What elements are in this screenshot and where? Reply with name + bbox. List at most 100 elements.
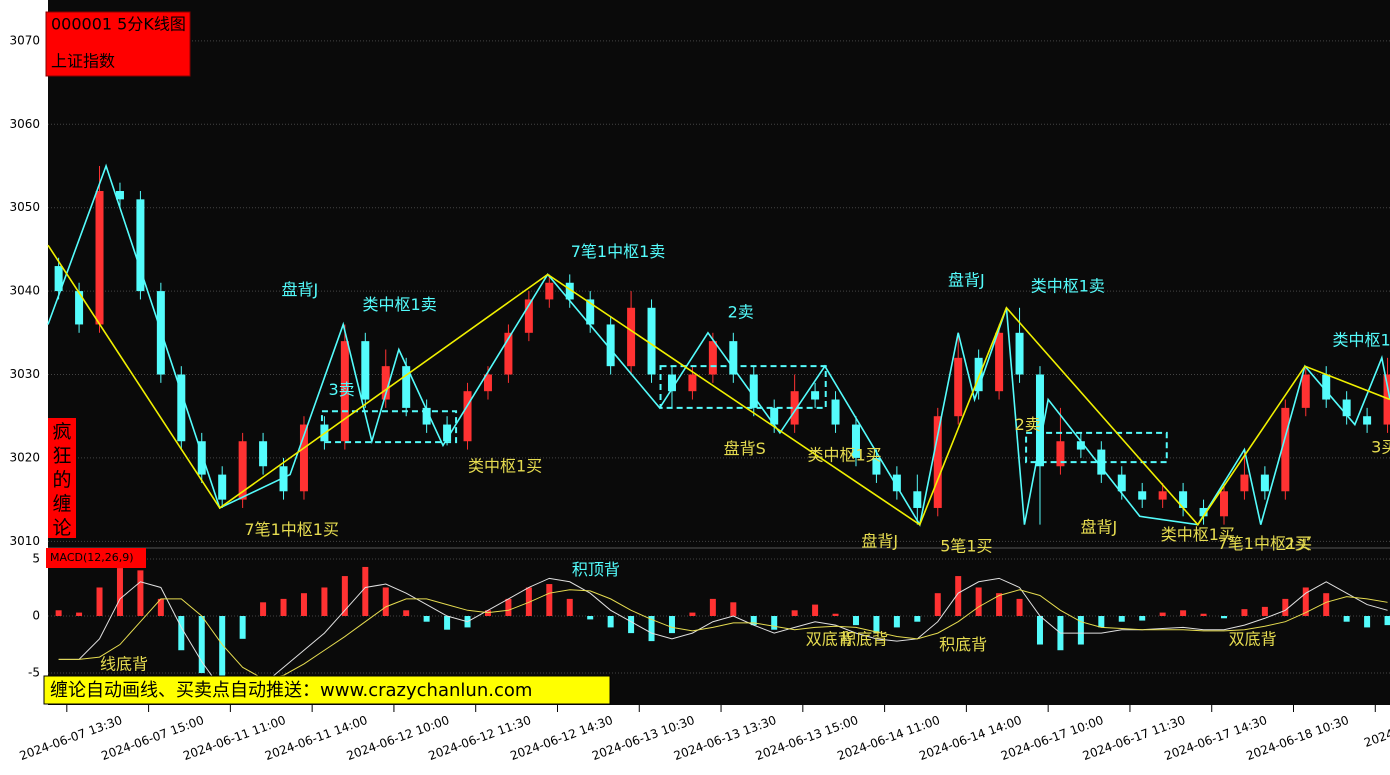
candle-body (197, 441, 206, 475)
macd-bar (893, 616, 900, 628)
candle-body (851, 424, 860, 458)
candle-body (1199, 507, 1208, 517)
candle-body (218, 474, 227, 500)
macd-bar (1139, 616, 1146, 621)
candle-body (627, 307, 636, 367)
annotation: 双底背 (806, 629, 854, 648)
annotation: 5笔1买 (940, 537, 992, 556)
candle-body (1260, 474, 1269, 492)
pivot-box (320, 410, 458, 444)
candle-body (545, 282, 554, 300)
macd-bar (96, 587, 103, 617)
macd-bar (975, 587, 982, 617)
candle-body (790, 391, 799, 425)
header-title: 000001 5分K线图 (51, 15, 186, 34)
candle-body (606, 324, 615, 367)
macd-bar (198, 616, 205, 674)
macd-bar (914, 616, 921, 622)
macd-bar (648, 616, 655, 642)
candle-body (381, 366, 390, 400)
header-box (45, 11, 191, 77)
macd-bar (505, 598, 512, 617)
macd-bar (1343, 616, 1350, 622)
candle-body (340, 341, 349, 442)
annotation: 7笔1中枢1卖 (571, 242, 666, 261)
annotation: 类中枢1买 (1161, 525, 1235, 544)
y-tick-label: -5 (28, 666, 40, 680)
macd-bar (934, 593, 941, 617)
side-label: 疯狂的缠论 (52, 421, 71, 539)
macd-bar (525, 587, 532, 617)
macd-bar (280, 598, 287, 617)
macd-bar (403, 610, 410, 617)
candle-body (1035, 374, 1044, 467)
candle-body (361, 341, 370, 400)
annotation: 2卖 (728, 302, 754, 321)
candle-body (770, 407, 779, 425)
annotation: 类中枢1卖 (1332, 331, 1390, 350)
candle-body (913, 491, 922, 508)
annotation: 3买 (1371, 437, 1390, 456)
annotation: 积底背 (840, 629, 888, 648)
candle-body (892, 474, 901, 492)
candle-body (1383, 374, 1390, 425)
candle-body (1240, 474, 1249, 492)
annotation: 3卖 (328, 380, 354, 399)
candle-body (422, 407, 431, 425)
dif-line (58, 577, 1388, 697)
macd-bar (341, 576, 348, 617)
annotation: 积顶背 (572, 560, 620, 579)
macd-bar (1241, 609, 1248, 617)
macd-bar (730, 602, 737, 617)
macd-bar (812, 604, 819, 617)
macd-bar (1118, 616, 1125, 622)
candle-body (954, 357, 963, 417)
annotation: 7笔1中枢1买 (244, 520, 339, 539)
candle-body (1281, 407, 1290, 492)
macd-bar (566, 598, 573, 617)
candle-body (1342, 399, 1351, 417)
macd-bar (1302, 587, 1309, 617)
macd-bar (484, 610, 491, 617)
macd-bar (587, 616, 594, 620)
candle-body (1138, 491, 1147, 500)
candle-body (238, 441, 247, 500)
annotation: 线底背 (100, 655, 148, 674)
candle-body (1219, 491, 1228, 517)
candle-body (483, 374, 492, 392)
candle-body (667, 374, 676, 392)
macd-bar (1323, 593, 1330, 617)
candle-body (1015, 332, 1024, 375)
candle-body (95, 191, 104, 325)
macd-bar (239, 616, 246, 639)
candle-body (504, 332, 513, 375)
macd-bar (1384, 616, 1390, 626)
y-tick-label: 5 (32, 551, 40, 565)
macd-bar (382, 587, 389, 617)
banner-box (43, 675, 611, 705)
header-name: 上证指数 (51, 52, 115, 71)
candle-body (1076, 441, 1085, 450)
macd-title: MACD(12,26,9) (50, 551, 134, 564)
annotation: 类中枢1买 (468, 457, 542, 476)
macd-bar (1220, 616, 1227, 619)
candle-body (811, 391, 820, 400)
macd-bar (362, 566, 369, 617)
macd-bar (1364, 616, 1371, 628)
axis-panel (0, 705, 1390, 775)
annotation: 2买 (1284, 534, 1310, 553)
macd-bar (219, 616, 226, 679)
annotation: 双底背 (1229, 629, 1277, 648)
y-tick-label: 3070 (9, 33, 40, 47)
candle-body (1363, 416, 1372, 425)
macd-bar (750, 616, 757, 626)
candle-body (872, 457, 881, 475)
y-tick-label: 3050 (9, 200, 40, 214)
macd-bar (423, 616, 430, 622)
y-tick-label: 3010 (9, 534, 40, 548)
macd-bar (996, 593, 1003, 617)
macd-bar (546, 584, 553, 617)
candle-body (177, 374, 186, 442)
macd-bar (1180, 610, 1187, 617)
macd-bar (76, 612, 83, 617)
